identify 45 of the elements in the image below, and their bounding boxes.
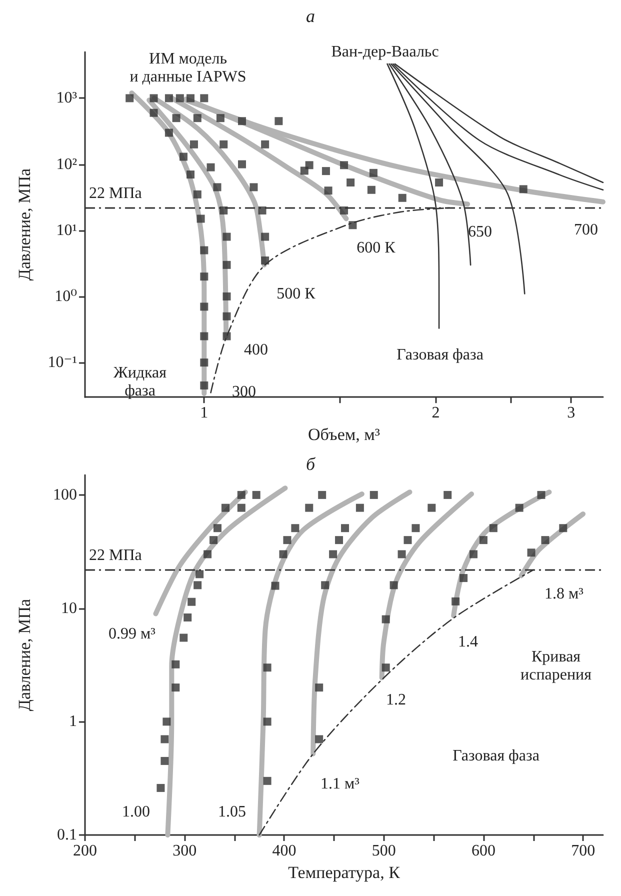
annotation: Жидкая фаза [113, 364, 168, 400]
annotation: 400 [244, 342, 268, 358]
y-tick-label: 100 [53, 486, 77, 504]
x-tick-label: 700 [571, 842, 596, 860]
y-tick-label: 0.1 [57, 826, 77, 844]
annotation: Газовая фаза [396, 346, 484, 364]
annotation: 1.2 [386, 692, 406, 708]
annotation: 600 К [356, 240, 396, 256]
y-tick-label: 10⁰ [54, 288, 77, 305]
annotation: Кривая испарения [520, 648, 592, 684]
annotation: 300 [232, 384, 256, 400]
annotation: 1.1 м³ [320, 776, 360, 792]
annotation: 1.05 [218, 804, 246, 820]
annotation: Газовая фаза [452, 748, 540, 764]
y-tick-label: 10¹ [56, 222, 78, 239]
chart-title: а [306, 6, 315, 26]
x-tick-label: 2 [432, 404, 440, 422]
annotation: 650 [468, 224, 492, 240]
y-axis-title: Давление, МПа [15, 598, 34, 712]
x-tick-label: 400 [272, 842, 296, 860]
annotation: 0.99 м³ [108, 626, 156, 642]
x-tick-label: 600 [471, 842, 496, 860]
x-axis-title: Объем, м³ [308, 425, 380, 444]
annotation: ИМ модель и данные IAPWS [130, 50, 246, 86]
ref-line-label: 22 МПа [89, 185, 142, 202]
x-tick-label: 3 [567, 404, 576, 422]
y-tick-label: 10 [61, 600, 77, 617]
ref-line-label: 22 МПа [89, 546, 142, 564]
x-tick-label: 200 [73, 842, 97, 860]
x-tick-label: 1 [200, 404, 208, 422]
x-axis-title: Температура, К [288, 862, 401, 882]
y-tick-label: 10⁻¹ [48, 354, 78, 372]
x-tick-label: 300 [172, 842, 197, 860]
y-tick-label: 10³ [56, 90, 78, 107]
annotation: 500 К [276, 286, 316, 302]
annotation: 1.4 [458, 634, 478, 650]
chart-title: б [306, 454, 316, 474]
x-tick-label: 500 [372, 842, 396, 860]
annotation: 1.8 м³ [544, 586, 584, 602]
y-tick-label: 10² [56, 156, 78, 173]
annotation: Ван-дер-Ваальс [331, 44, 439, 60]
annotation: 700 [574, 222, 598, 238]
y-tick-label: 1 [69, 713, 77, 730]
annotation: 1.00 [122, 804, 150, 820]
y-axis-title: Давление, МПа [15, 168, 34, 281]
